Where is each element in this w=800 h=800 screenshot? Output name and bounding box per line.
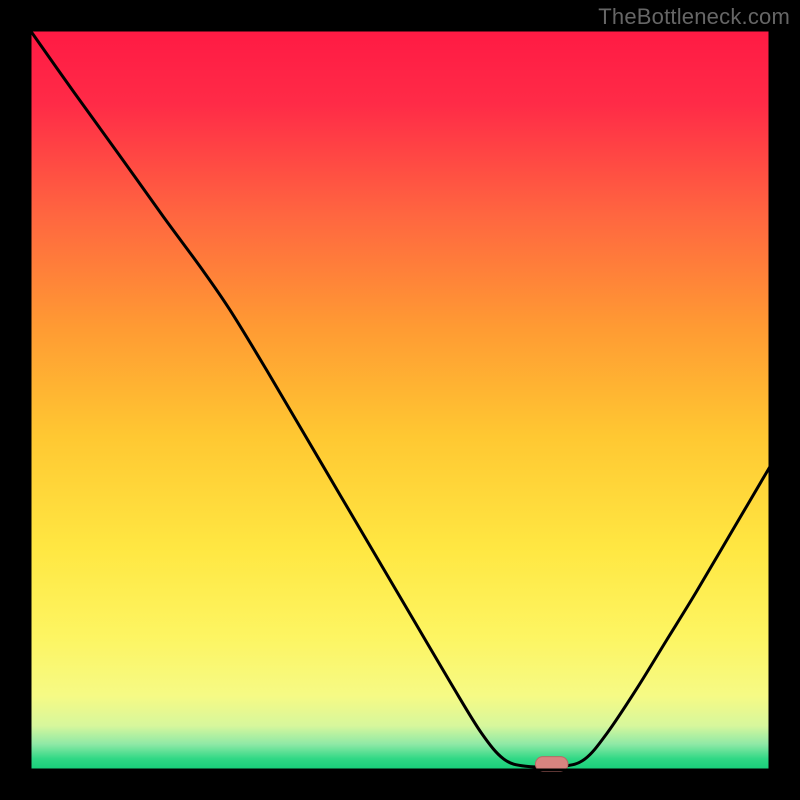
plot-background: [30, 30, 770, 770]
bottleneck-chart: [0, 0, 800, 800]
watermark-text: TheBottleneck.com: [598, 4, 790, 30]
chart-frame: TheBottleneck.com: [0, 0, 800, 800]
